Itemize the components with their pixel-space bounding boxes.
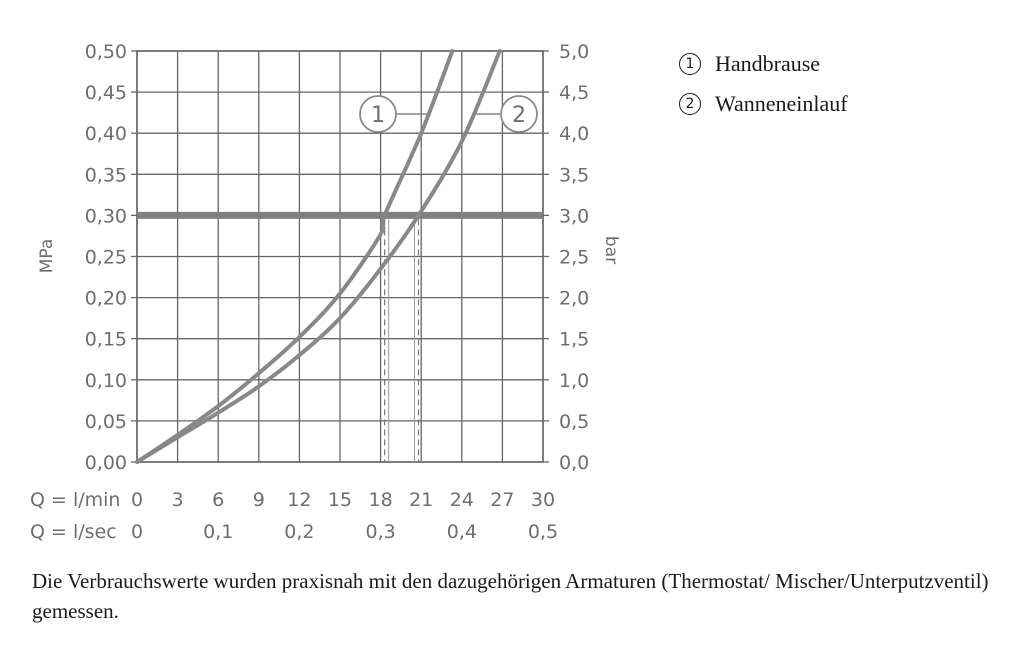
legend-item-handbrause: 1 Handbrause (679, 44, 848, 84)
y-left-tick-label: 0,15 (85, 329, 127, 351)
y-right-tick-label: 1,0 (559, 370, 589, 392)
y-left-tick-label: 0,10 (85, 370, 127, 392)
y-left-tick-label: 0,35 (85, 164, 127, 186)
x-lmin-tick-label: 24 (450, 489, 474, 511)
y-left-tick-label: 0,25 (85, 247, 127, 269)
series-marker-circle-2 (500, 95, 538, 133)
legend-item-wanneneinlauf: 2 Wanneneinlauf (679, 84, 848, 124)
y-left-tick-label: 0,20 (85, 288, 127, 310)
y-left-axis-title: MPa (37, 239, 57, 274)
legend-marker-2: 2 (679, 93, 701, 115)
x-lmin-row-label: Q = l/min (30, 489, 120, 511)
x-lsec-tick-label: 0,3 (365, 521, 395, 543)
series-marker-circle-1 (359, 95, 397, 133)
y-right-tick-label: 4,0 (559, 123, 589, 145)
x-lmin-tick-label: 27 (490, 489, 514, 511)
y-right-tick-label: 3,0 (559, 205, 589, 227)
x-lsec-tick-label: 0,5 (528, 521, 558, 543)
x-lmin-tick-label: 18 (369, 489, 393, 511)
x-lsec-tick-label: 0,2 (284, 521, 314, 543)
x-lsec-tick-label: 0 (131, 521, 143, 543)
y-right-tick-label: 0,5 (559, 411, 589, 433)
series-line-2 (135, 49, 502, 464)
x-lsec-row-label: Q = l/sec (30, 521, 117, 543)
x-lmin-tick-label: 30 (531, 489, 555, 511)
y-right-tick-label: 0,0 (559, 452, 589, 474)
x-lmin-tick-label: 3 (172, 489, 184, 511)
x-lmin-tick-label: 9 (253, 489, 265, 511)
y-left-tick-label: 0,05 (85, 411, 127, 433)
series-line-1 (135, 49, 455, 464)
x-lmin-tick-label: 12 (287, 489, 311, 511)
flow-pressure-chart: 0,000,050,100,150,200,250,300,350,400,45… (30, 41, 621, 543)
y-right-tick-label: 1,5 (559, 329, 589, 351)
y-left-tick-label: 0,40 (85, 123, 127, 145)
x-lmin-tick-label: 21 (409, 489, 433, 511)
x-lsec-tick-label: 0,1 (203, 521, 233, 543)
plot-frame (136, 50, 544, 463)
y-left-tick-label: 0,30 (85, 205, 127, 227)
legend-label-handbrause: Handbrause (715, 51, 821, 76)
series-marker-label-2: 2 (512, 103, 526, 128)
caption: Die Verbrauchswerte wurden praxisnah mit… (32, 569, 989, 623)
y-left-tick-label: 0,45 (85, 82, 127, 104)
legend-marker-1: 1 (679, 53, 701, 75)
y-right-tick-label: 2,5 (559, 247, 589, 269)
y-right-tick-label: 2,0 (559, 288, 589, 310)
x-lsec-tick-label: 0,4 (447, 521, 477, 543)
y-left-tick-label: 0,00 (85, 452, 127, 474)
x-lmin-tick-label: 6 (212, 489, 224, 511)
y-left-tick-label: 0,50 (85, 41, 127, 63)
x-lmin-tick-label: 0 (131, 489, 143, 511)
x-lmin-tick-label: 15 (328, 489, 352, 511)
y-right-tick-label: 4,5 (559, 82, 589, 104)
series-marker-label-1: 1 (371, 103, 385, 128)
y-right-axis-title: bar (601, 236, 621, 264)
y-right-tick-label: 3,5 (559, 164, 589, 186)
legend-label-wanneneinlauf: Wanneneinlauf (715, 91, 848, 116)
legend: 1 Handbrause 2 Wanneneinlauf (679, 44, 848, 124)
y-right-tick-label: 5,0 (559, 41, 589, 63)
